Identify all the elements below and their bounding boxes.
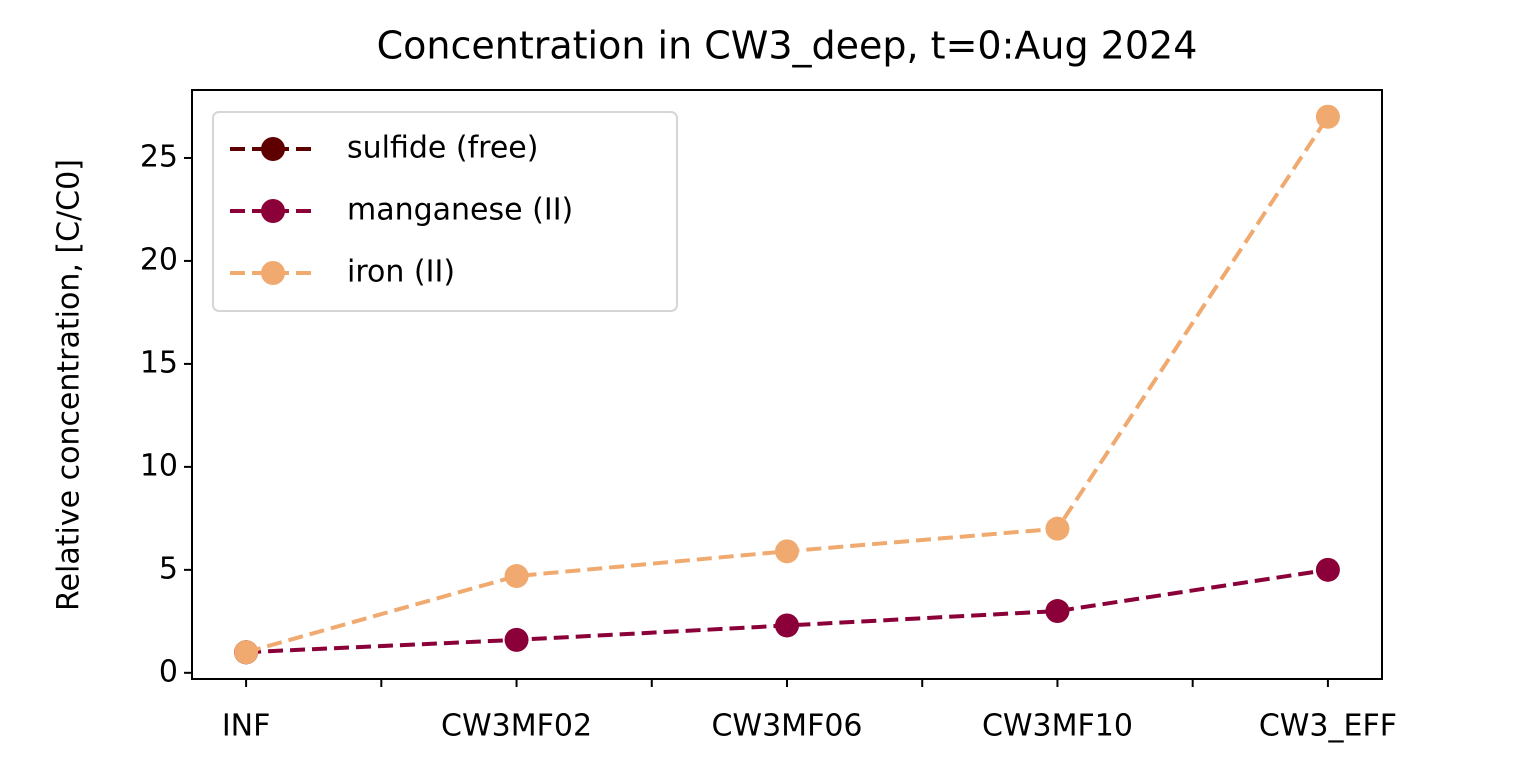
legend-box — [212, 111, 678, 312]
data-point — [775, 613, 799, 638]
y-tick-label: 10 — [140, 448, 178, 483]
legend-label: manganese (II) — [347, 193, 573, 228]
data-point — [504, 627, 529, 652]
data-point — [775, 539, 799, 564]
data-point — [504, 564, 529, 589]
data-point — [1315, 557, 1340, 582]
y-tick-label: 25 — [140, 139, 178, 174]
x-tick-label: CW3_EFF — [1259, 709, 1397, 744]
legend-marker — [261, 261, 285, 285]
x-tick-label: CW3MF10 — [982, 709, 1133, 744]
y-tick-label: 0 — [159, 654, 178, 689]
y-tick-label: 20 — [140, 242, 178, 277]
data-point — [1315, 104, 1340, 129]
x-tick-label: CW3MF02 — [441, 709, 592, 744]
y-tick-label: 5 — [159, 551, 178, 586]
legend-marker — [261, 199, 285, 223]
data-point — [1045, 516, 1070, 541]
data-point — [1045, 599, 1070, 624]
data-point — [234, 640, 259, 665]
chart-title: Concentration in CW3_deep, t=0:Aug 2024 — [377, 24, 1198, 68]
plot-frame — [191, 89, 1383, 680]
x-tick-label: CW3MF06 — [711, 709, 862, 744]
legend-label: sulfide (free) — [347, 131, 538, 166]
y-tick-label: 15 — [140, 345, 178, 380]
y-axis-label: Relative concentration, [C/C0] — [52, 159, 87, 611]
legend-marker — [261, 137, 285, 161]
legend-label: iron (II) — [347, 255, 455, 290]
x-tick-label: INF — [222, 709, 271, 744]
series-line — [245, 567, 1329, 655]
